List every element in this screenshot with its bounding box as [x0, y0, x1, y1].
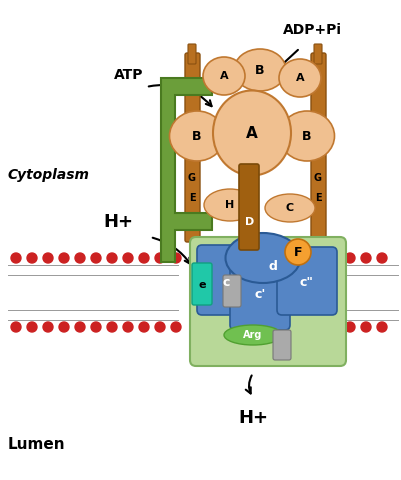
Circle shape: [155, 253, 164, 263]
Text: A: A: [219, 71, 228, 81]
FancyBboxPatch shape: [229, 255, 289, 330]
Circle shape: [328, 253, 338, 263]
Circle shape: [376, 253, 386, 263]
Text: H+: H+: [237, 409, 267, 427]
Text: Lumen: Lumen: [8, 437, 65, 453]
Circle shape: [155, 322, 164, 332]
Ellipse shape: [264, 194, 314, 222]
Text: H+: H+: [103, 213, 133, 231]
Circle shape: [11, 253, 21, 263]
Ellipse shape: [278, 59, 320, 97]
Circle shape: [284, 239, 310, 265]
Circle shape: [27, 253, 37, 263]
Text: Arg: Arg: [243, 330, 262, 340]
FancyBboxPatch shape: [188, 44, 196, 64]
Circle shape: [170, 322, 180, 332]
FancyBboxPatch shape: [196, 245, 254, 315]
Text: c: c: [222, 276, 229, 289]
Circle shape: [344, 322, 354, 332]
Circle shape: [107, 322, 117, 332]
Ellipse shape: [169, 111, 224, 161]
FancyBboxPatch shape: [223, 275, 241, 307]
Text: ADP+Pi: ADP+Pi: [282, 23, 341, 37]
Text: E: E: [314, 193, 320, 203]
Circle shape: [344, 253, 354, 263]
Circle shape: [123, 322, 133, 332]
Circle shape: [43, 253, 53, 263]
Circle shape: [43, 322, 53, 332]
Text: B: B: [255, 63, 264, 76]
Circle shape: [91, 253, 101, 263]
Text: e: e: [198, 280, 205, 290]
Circle shape: [376, 322, 386, 332]
Text: c': c': [254, 288, 265, 301]
Circle shape: [360, 322, 370, 332]
Circle shape: [59, 322, 69, 332]
FancyBboxPatch shape: [313, 44, 321, 64]
Text: D: D: [245, 217, 254, 227]
Circle shape: [27, 322, 37, 332]
FancyBboxPatch shape: [184, 53, 200, 242]
Circle shape: [75, 322, 85, 332]
FancyBboxPatch shape: [272, 330, 290, 360]
Text: B: B: [192, 130, 201, 143]
Circle shape: [170, 253, 180, 263]
Ellipse shape: [233, 49, 285, 91]
FancyBboxPatch shape: [192, 263, 211, 305]
Circle shape: [75, 253, 85, 263]
Circle shape: [328, 322, 338, 332]
FancyBboxPatch shape: [239, 164, 258, 250]
Ellipse shape: [223, 325, 281, 345]
Circle shape: [107, 253, 117, 263]
Circle shape: [312, 253, 322, 263]
Text: G: G: [313, 173, 321, 183]
Polygon shape: [160, 78, 211, 262]
Circle shape: [91, 322, 101, 332]
Text: c": c": [299, 276, 313, 289]
Text: F: F: [293, 245, 302, 259]
Text: G: G: [188, 173, 196, 183]
Ellipse shape: [279, 111, 334, 161]
Text: B: B: [302, 130, 311, 143]
Text: H: H: [225, 200, 234, 210]
Ellipse shape: [225, 233, 300, 283]
Text: ATP: ATP: [114, 68, 144, 82]
Text: Cytoplasm: Cytoplasm: [8, 168, 90, 182]
Text: C: C: [285, 203, 293, 213]
FancyBboxPatch shape: [276, 247, 336, 315]
Text: A: A: [245, 125, 257, 141]
Circle shape: [59, 253, 69, 263]
Ellipse shape: [203, 189, 255, 221]
Circle shape: [139, 253, 149, 263]
Ellipse shape: [213, 91, 290, 176]
Circle shape: [312, 322, 322, 332]
Circle shape: [139, 322, 149, 332]
Circle shape: [123, 253, 133, 263]
Text: d: d: [268, 260, 277, 273]
Text: A: A: [295, 73, 304, 83]
Circle shape: [360, 253, 370, 263]
FancyBboxPatch shape: [190, 237, 345, 366]
Text: E: E: [188, 193, 195, 203]
Circle shape: [11, 322, 21, 332]
Ellipse shape: [203, 57, 244, 95]
FancyBboxPatch shape: [310, 53, 325, 242]
